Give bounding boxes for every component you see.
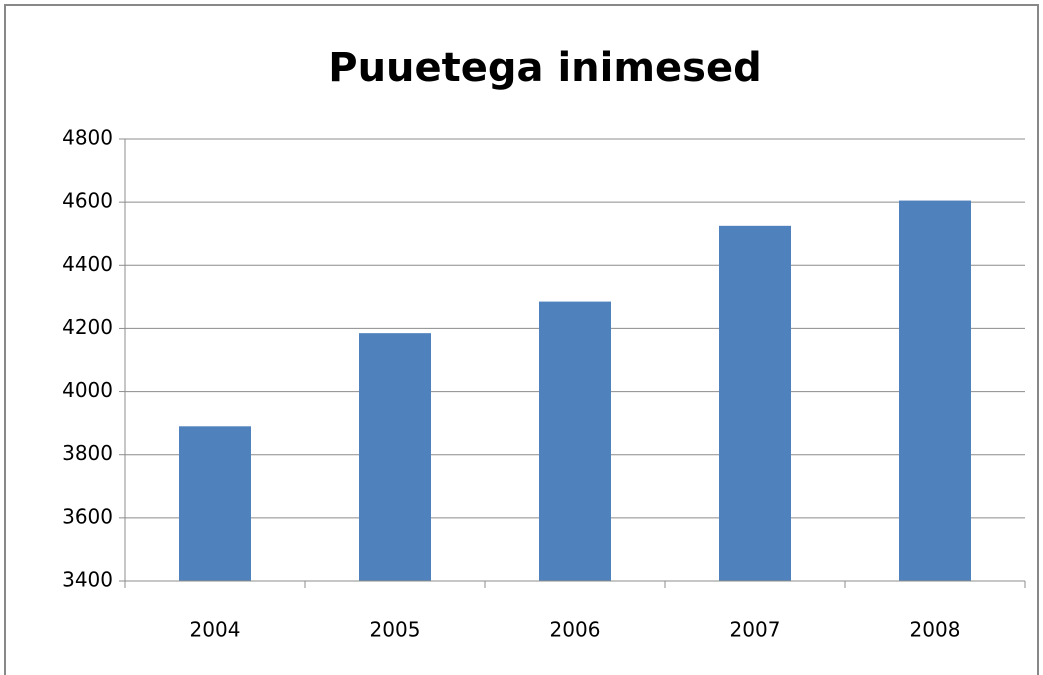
y-tick-label: 3800: [62, 441, 113, 465]
bar: [359, 333, 431, 581]
x-tick-label: 2005: [370, 618, 421, 642]
chart-frame: [4, 4, 1039, 675]
x-tick-label: 2007: [730, 618, 781, 642]
y-tick-label: 4800: [62, 126, 113, 150]
y-tick-label: 3600: [62, 504, 113, 528]
y-tick-label: 3400: [62, 568, 113, 592]
y-tick-label: 4200: [62, 315, 113, 339]
y-tick-label: 4600: [62, 189, 113, 213]
bar: [179, 426, 251, 581]
y-tick-label: 4000: [62, 378, 113, 402]
bar: [719, 225, 791, 582]
bar: [899, 200, 971, 582]
x-tick-label: 2004: [190, 618, 241, 642]
x-tick-label: 2008: [910, 618, 961, 642]
x-tick-label: 2006: [550, 618, 601, 642]
chart-title: Puuetega inimesed: [328, 45, 761, 91]
bar: [539, 301, 611, 581]
y-tick-label: 4400: [62, 252, 113, 276]
